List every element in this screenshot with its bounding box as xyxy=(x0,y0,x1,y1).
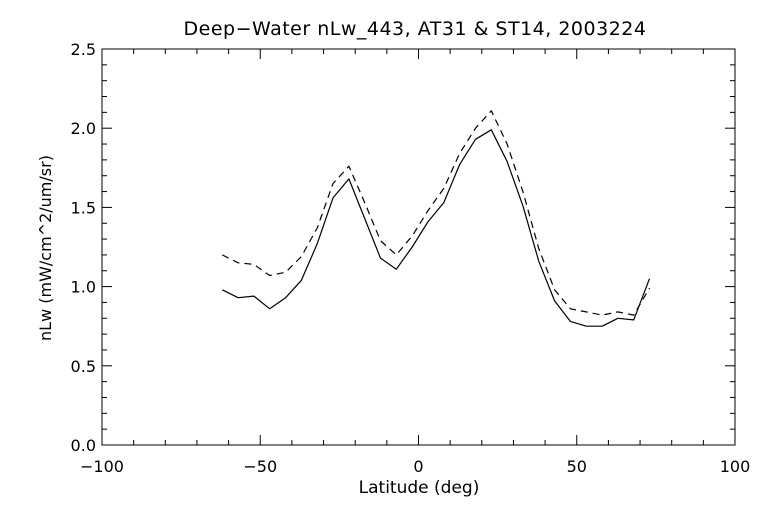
dashed-series-line xyxy=(222,110,651,316)
y-tick-label: 1.5 xyxy=(71,198,96,217)
tick-marks xyxy=(101,48,736,446)
y-tick-label: 0.5 xyxy=(71,357,96,376)
x-axis-label: Latitude (deg) xyxy=(358,478,480,498)
tick-labels: −100 −50 0 50 100 0.0 0.5 1.0 1.5 2.0 2.5 xyxy=(71,40,751,476)
series-lines xyxy=(222,110,651,327)
x-tick-label: −100 xyxy=(80,457,124,476)
axes xyxy=(101,48,736,446)
y-tick-label: 0.0 xyxy=(71,436,96,455)
y-tick-label: 1.0 xyxy=(71,278,96,297)
y-tick-label: 2.0 xyxy=(71,119,96,138)
y-tick-label: 2.5 xyxy=(71,40,96,59)
x-tick-label: 100 xyxy=(720,457,751,476)
solid-series-line xyxy=(222,129,651,327)
x-tick-label: −50 xyxy=(243,457,277,476)
chart-title: Deep−Water nLw_443, AT31 & ST14, 2003224 xyxy=(183,18,647,40)
y-axis-label: nLw (mW/cm^2/um/sr) xyxy=(36,155,55,341)
x-tick-label: 50 xyxy=(567,457,587,476)
plot-frame xyxy=(101,48,736,446)
x-tick-label: 0 xyxy=(413,457,423,476)
